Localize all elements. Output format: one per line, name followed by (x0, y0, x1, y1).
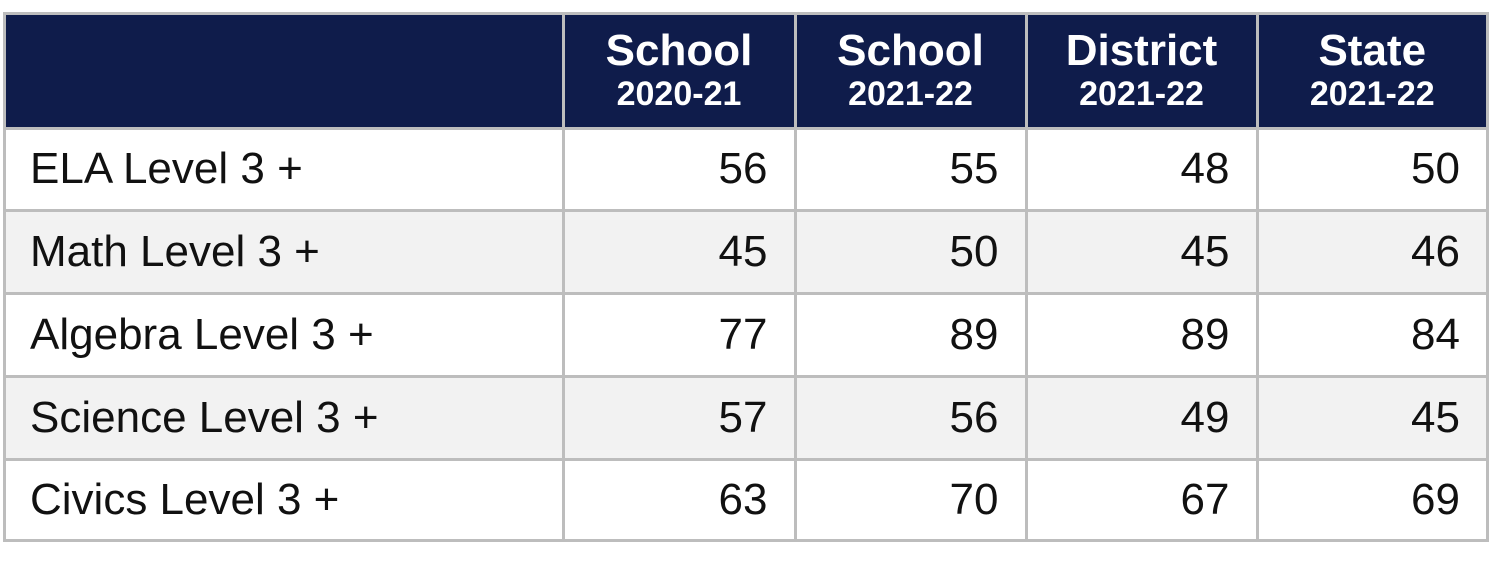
column-period: 2021-22 (848, 74, 973, 113)
value-cell: 63 (564, 460, 794, 539)
value: 50 (1411, 144, 1460, 193)
value-cell: 77 (564, 294, 794, 375)
value: 84 (1411, 309, 1460, 359)
value: 49 (1180, 392, 1230, 442)
value: 69 (1411, 474, 1460, 524)
value: 56 (718, 144, 768, 193)
row-label: Science Level 3 + (30, 392, 379, 442)
row-label-cell: Math Level 3 + (6, 211, 562, 292)
column-header: State 2021-22 (1258, 15, 1486, 127)
column-period: 2021-22 (1079, 74, 1204, 113)
value-cell: 67 (1027, 460, 1256, 539)
row-label-cell: Science Level 3 + (6, 377, 562, 458)
value: 46 (1411, 226, 1460, 276)
value: 56 (949, 392, 999, 442)
value-cell: 57 (564, 377, 794, 458)
value-cell: 46 (1258, 211, 1486, 292)
value: 67 (1180, 474, 1230, 524)
value: 77 (718, 309, 768, 359)
row-label: Civics Level 3 + (30, 474, 340, 524)
value-cell: 45 (1258, 377, 1486, 458)
value-cell: 84 (1258, 294, 1486, 375)
value: 45 (718, 226, 768, 276)
header-corner (6, 15, 562, 127)
value: 70 (949, 474, 999, 524)
row-label: ELA Level 3 + (30, 144, 303, 193)
column-title: District (1065, 25, 1218, 75)
row-label: Algebra Level 3 + (30, 309, 374, 359)
value-cell: 49 (1027, 377, 1256, 458)
row-label-cell: Algebra Level 3 + (6, 294, 562, 375)
value: 63 (718, 474, 768, 524)
value-cell: 56 (564, 129, 794, 209)
value-cell: 89 (796, 294, 1025, 375)
value-cell: 45 (1027, 211, 1256, 292)
column-header: School 2020-21 (564, 15, 794, 127)
results-table: School 2020-21 School 2021-22 District 2021-2… (3, 12, 1489, 542)
value-cell: 55 (796, 129, 1025, 209)
column-header: District 2021-22 (1027, 15, 1256, 127)
value: 48 (1180, 144, 1230, 193)
value: 45 (1411, 392, 1460, 442)
value-cell: 45 (564, 211, 794, 292)
column-title: State (1318, 25, 1427, 75)
value-cell: 56 (796, 377, 1025, 458)
column-period: 2021-22 (1309, 74, 1435, 113)
row-label: Math Level 3 + (30, 226, 320, 276)
value-cell: 50 (1258, 129, 1486, 209)
column-header: School 2021-22 (796, 15, 1025, 127)
value: 89 (1180, 309, 1230, 359)
value-cell: 69 (1258, 460, 1486, 539)
column-title: School (837, 25, 984, 75)
value: 57 (718, 392, 768, 442)
value-cell: 89 (1027, 294, 1256, 375)
value-cell: 70 (796, 460, 1025, 539)
value: 50 (949, 226, 999, 276)
column-period: 2020-21 (616, 74, 742, 113)
value: 45 (1180, 226, 1230, 276)
column-title: School (605, 25, 753, 75)
row-label-cell: ELA Level 3 + (6, 129, 562, 209)
value-cell: 50 (796, 211, 1025, 292)
value: 89 (949, 309, 999, 359)
value-cell: 48 (1027, 129, 1256, 209)
value: 55 (949, 144, 999, 193)
row-label-cell: Civics Level 3 + (6, 460, 562, 539)
